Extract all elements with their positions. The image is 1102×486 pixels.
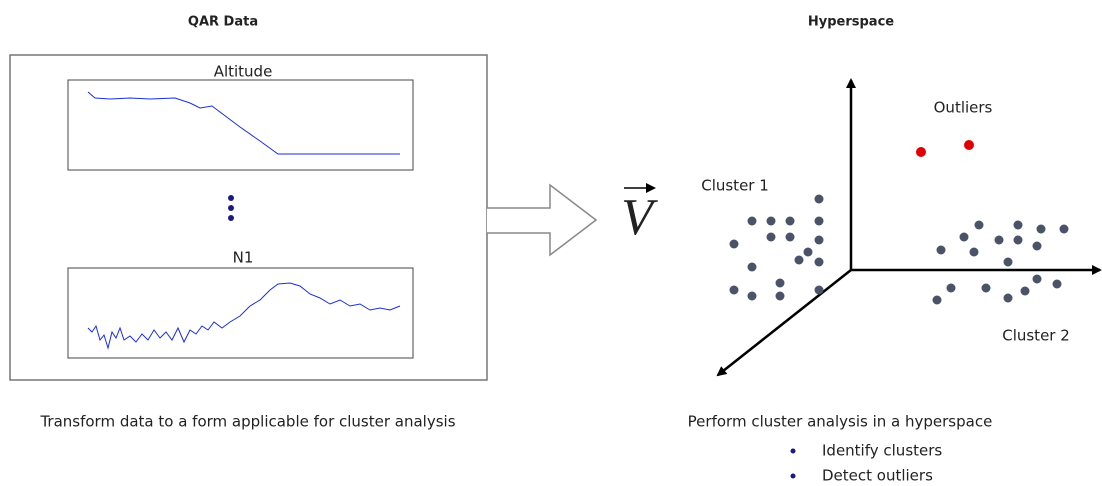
ellipsis-dot [228,205,234,211]
left-title: QAR Data [188,15,258,30]
bullet-text: Detect outliers [822,467,933,485]
cluster-label: Cluster 2 [1002,327,1070,345]
ellipsis-dot [228,195,234,201]
right-title: Hyperspace [808,15,894,30]
left-caption: Transform data to a form applicable for … [39,413,455,431]
outlier [916,147,926,157]
cluster-2 [932,220,1069,305]
plot-title: N1 [233,249,254,267]
plot-frame [67,267,414,359]
bullet-text: Identify clusters [822,442,942,460]
n1-curve [87,282,401,350]
cluster-label: Cluster 1 [701,177,769,195]
cluster-1 [729,194,824,301]
outliers-label: Outliers [934,99,993,117]
vector-symbol: V [621,189,658,246]
data-box [9,54,488,381]
transform-arrow [487,183,598,257]
altitude-curve [87,91,400,155]
bullet [790,473,796,479]
plot-frame [67,79,414,171]
right-caption: Perform cluster analysis in a hyperspace [688,413,993,431]
plot-title: Altitude [214,63,273,81]
bullet [790,448,796,454]
outlier [964,140,974,150]
axis [716,269,852,377]
ellipsis-dot [228,215,234,221]
